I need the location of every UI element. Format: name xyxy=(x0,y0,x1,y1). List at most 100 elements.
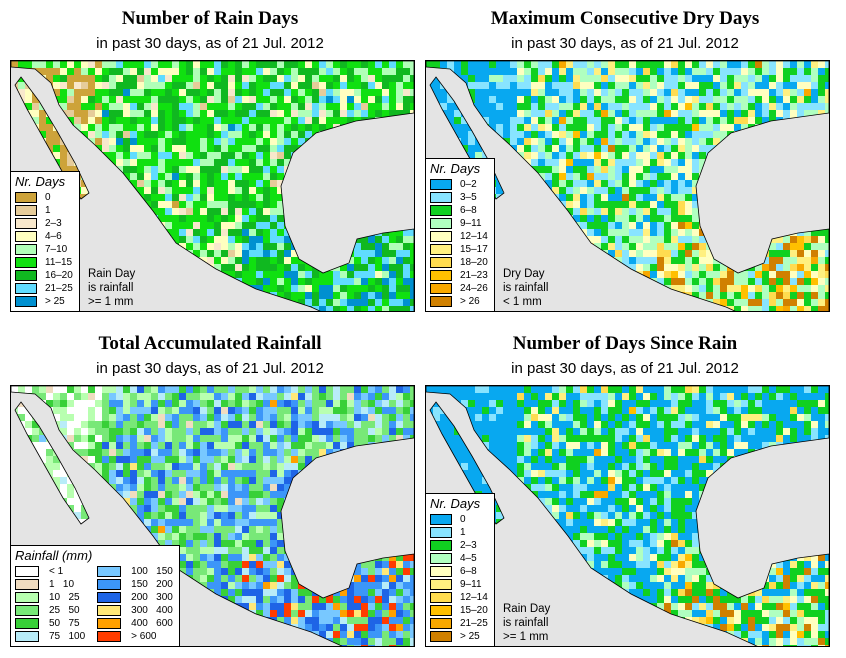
map-cell xyxy=(25,456,32,463)
map-cell xyxy=(545,201,552,208)
map-cell xyxy=(172,131,179,138)
map-cell xyxy=(629,96,636,103)
note-line: Rain Day xyxy=(88,268,136,280)
map-cell xyxy=(319,222,326,229)
map-cell xyxy=(699,243,706,250)
map-cell xyxy=(74,407,81,414)
map-cell xyxy=(727,89,734,96)
map-cell xyxy=(193,306,200,311)
map-cell xyxy=(368,117,375,124)
map-cell xyxy=(741,236,748,243)
map-cell xyxy=(368,208,375,215)
map-cell xyxy=(426,131,433,138)
map-cell xyxy=(340,138,347,145)
map-cell xyxy=(368,463,375,470)
map-cell xyxy=(748,159,755,166)
map-cell xyxy=(46,400,53,407)
map-cell xyxy=(517,166,524,173)
map-cell xyxy=(179,61,186,68)
map-cell xyxy=(123,386,130,393)
map-cell xyxy=(53,159,60,166)
map-cell xyxy=(692,166,699,173)
map-cell xyxy=(312,250,319,257)
map-cell xyxy=(510,117,517,124)
map-cell xyxy=(734,299,741,306)
map-cell xyxy=(298,236,305,243)
map-cell xyxy=(354,180,361,187)
map-cell xyxy=(214,386,221,393)
map-cell xyxy=(545,110,552,117)
map-cell xyxy=(410,68,414,75)
map-cell xyxy=(643,243,650,250)
map-cell xyxy=(74,138,81,145)
map-cell xyxy=(517,68,524,75)
map-cell xyxy=(671,250,678,257)
map-cell xyxy=(664,299,671,306)
map-cell xyxy=(727,243,734,250)
map-cell xyxy=(186,229,193,236)
map-cell xyxy=(214,407,221,414)
map-cell xyxy=(552,306,559,311)
map-cell xyxy=(207,187,214,194)
map-cell xyxy=(468,68,475,75)
map-cell xyxy=(277,449,284,456)
map-cell xyxy=(587,110,594,117)
map-cell xyxy=(601,131,608,138)
map-cell xyxy=(333,421,340,428)
map-cell xyxy=(116,456,123,463)
map-cell xyxy=(396,400,403,407)
map-cell xyxy=(207,407,214,414)
map-cell xyxy=(776,285,783,292)
map-cell xyxy=(594,187,601,194)
map-cell xyxy=(538,243,545,250)
map-cell xyxy=(193,103,200,110)
map-cell xyxy=(580,145,587,152)
map-cell xyxy=(538,131,545,138)
map-cell xyxy=(545,103,552,110)
map-cell xyxy=(347,264,354,271)
map-cell xyxy=(748,201,755,208)
map-cell xyxy=(88,257,95,264)
map-cell xyxy=(95,180,102,187)
map-cell xyxy=(277,386,284,393)
map-cell xyxy=(685,131,692,138)
map-cell xyxy=(298,271,305,278)
map-cell xyxy=(137,131,144,138)
map-cell xyxy=(207,470,214,477)
map-cell xyxy=(368,145,375,152)
map-cell xyxy=(769,264,776,271)
map-cell xyxy=(200,89,207,96)
map-cell xyxy=(804,229,811,236)
map-cell xyxy=(389,89,396,96)
map-cell xyxy=(81,215,88,222)
map-cell xyxy=(263,250,270,257)
map-cell xyxy=(144,257,151,264)
map-cell xyxy=(319,201,326,208)
map-cell xyxy=(692,299,699,306)
map-cell xyxy=(741,222,748,229)
map-cell xyxy=(116,435,123,442)
map-cell xyxy=(410,292,414,299)
map-cell xyxy=(249,470,256,477)
map-cell xyxy=(333,145,340,152)
map-cell xyxy=(403,89,410,96)
map-cell xyxy=(193,166,200,173)
map-cell xyxy=(340,103,347,110)
map-cell xyxy=(172,386,179,393)
map-cell xyxy=(298,449,305,456)
map-cell xyxy=(692,229,699,236)
map-cell xyxy=(263,117,270,124)
map-cell xyxy=(678,75,685,82)
map-cell xyxy=(587,117,594,124)
map-cell xyxy=(790,222,797,229)
map-cell xyxy=(601,194,608,201)
legend-swatch xyxy=(430,192,452,203)
map-cell xyxy=(685,166,692,173)
map-cell xyxy=(333,407,340,414)
map-cell xyxy=(692,264,699,271)
map-cell xyxy=(207,299,214,306)
map-cell xyxy=(158,243,165,250)
map-cell xyxy=(277,131,284,138)
map-cell xyxy=(797,96,804,103)
map-cell xyxy=(699,292,706,299)
